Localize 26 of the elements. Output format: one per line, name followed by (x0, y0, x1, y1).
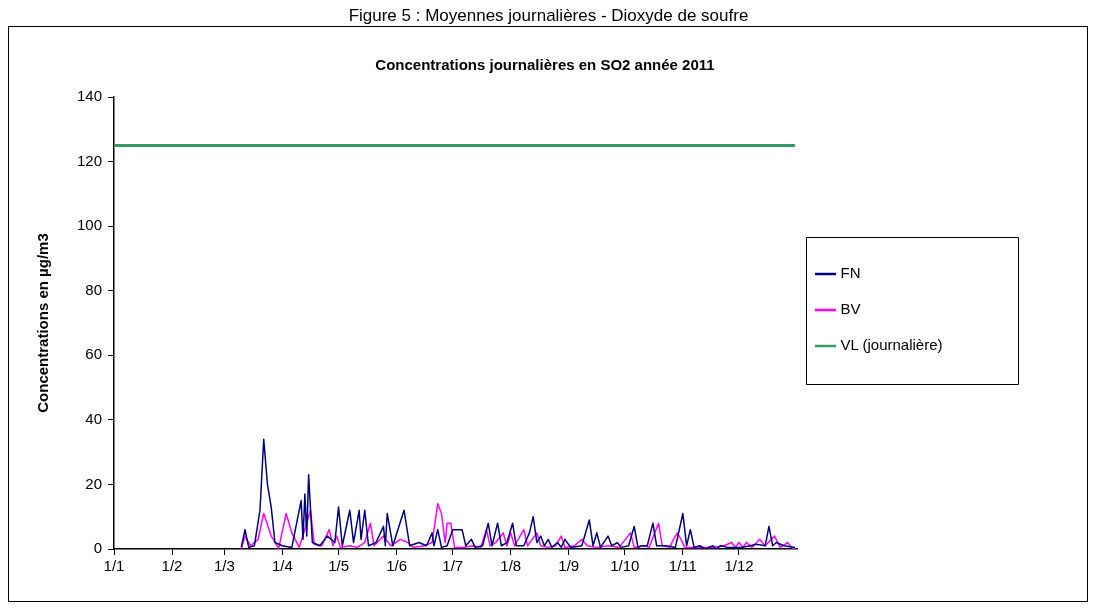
x-tick-label: 1/4 (272, 557, 293, 575)
y-tick-label: 20 (85, 474, 103, 492)
y-tick-label: 100 (77, 216, 103, 234)
y-tick-label: 0 (93, 539, 103, 557)
x-tick-label: 1/12 (724, 557, 754, 575)
x-tick-label: 1/1 (103, 557, 125, 575)
x-tick-label: 1/8 (500, 557, 522, 575)
y-tick-label: 80 (85, 280, 103, 298)
x-tick-label: 1/9 (558, 557, 580, 575)
x-tick-label: 1/11 (668, 557, 697, 575)
y-tick-label: 60 (85, 345, 103, 363)
x-tick-label: 1/10 (610, 557, 640, 575)
y-tick-label: 120 (77, 151, 103, 169)
legend-label: VL (journalière) (840, 336, 943, 354)
y-tick-label: 40 (85, 410, 103, 427)
x-tick-label: 1/5 (328, 557, 349, 575)
x-tick-label: 1/6 (386, 557, 407, 575)
y-tick-label: 140 (77, 87, 103, 105)
legend-label: BV (840, 300, 861, 318)
y-axis-title: Concentrations en µg/m3 (34, 233, 52, 413)
chart-subtitle: Figure 5 : Moyennes journalières - Dioxyde de soufre (347, 6, 750, 25)
x-tick-label: 1/3 (214, 557, 235, 575)
chart-title: Concentrations journalières en SO2 année 2011 (375, 56, 715, 74)
x-tick-label: 1/7 (442, 557, 464, 575)
legend-label: FN (840, 264, 861, 282)
x-tick-label: 1/2 (161, 557, 183, 575)
